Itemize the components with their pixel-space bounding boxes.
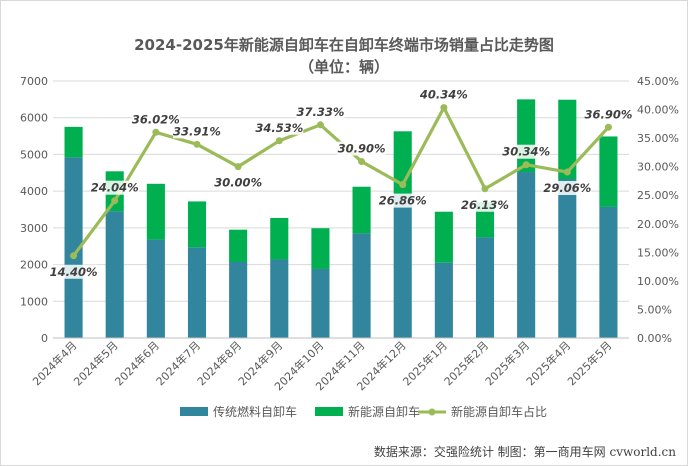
chart-subtitle: （单位：辆） [299,58,389,76]
bar-new-energy [599,136,618,207]
ratio-label-bg [173,124,221,139]
ratio-label-bg [419,87,468,102]
bar-traditional [187,247,207,338]
data-labels: 14.40% 24.04% 36.02%33.91% 30.00% 34.53% 37.3… [49,87,633,279]
chart-title: 2024-2025年新能源自卸车在自卸车终端市场销量占比走势图 [134,36,554,54]
ratio-label: 24.04% [91,181,139,195]
y2-tick-label: 35.00% [637,132,679,145]
ratio-point [399,181,407,189]
legend-swatch-marker [428,408,436,416]
bar-new-energy [187,201,207,248]
bar-new-energy [517,99,536,173]
ratio-label-bg [584,107,633,122]
ratio-label-bg [502,144,551,159]
ratio-label-bg [461,197,509,212]
legend-swatch [180,407,208,416]
bar-traditional [270,259,289,338]
bar-traditional [105,211,124,338]
ratio-label-bg [378,193,427,208]
ratio-point [275,137,283,145]
bar-new-energy [270,217,289,260]
y-tick-label: 6000 [20,112,48,125]
ratio-label: 34.53% [255,121,303,135]
y-tick-label: 2000 [20,259,48,272]
ratio-point [70,252,78,260]
ratio-point [358,158,366,166]
ratio-point [193,140,201,148]
y2-tick-label: 45.00% [637,75,679,88]
ratio-label: 30.90% [338,142,386,156]
y2-tick-label: 15.00% [637,246,679,259]
ratio-label: 36.90% [584,107,632,121]
bar-new-energy [434,211,453,263]
bar-new-energy [558,99,577,180]
ratio-point [152,128,160,136]
y2-tick-label: 10.00% [637,275,679,288]
y-tick-label: 5000 [20,148,48,161]
ratio-label: 29.06% [543,181,591,195]
legend: 传统燃料自卸车 新能源自卸车 新能源自卸车占比 [180,404,547,419]
ratio-point [440,104,448,112]
y-tick-label: 1000 [20,295,48,308]
y2-tick-label: 40.00% [637,104,679,117]
ratio-label: 30.00% [214,176,262,190]
ratio-point [563,168,571,176]
y2-tick-label: 30.00% [637,161,679,174]
ratio-label: 30.34% [502,145,550,159]
ratio-label-bg [255,120,304,135]
y-tick-label: 7000 [20,75,48,88]
y-tick-label: 3000 [20,222,48,235]
bar-traditional [475,237,495,338]
y2-tick-label: 20.00% [637,218,679,231]
bar-new-energy [352,186,371,234]
ratio-label: 36.02% [132,112,180,126]
bar-new-energy [229,229,248,263]
ratio-label-bg [214,175,263,190]
ratio-label-bg [543,181,592,196]
source-note: 数据来源：交强险统计 制图：第一商用车网 cvworld.cn [374,444,676,459]
bar-traditional [393,194,412,338]
y-tick-label: 0 [41,332,48,345]
bar-traditional [229,262,248,338]
ratio-point [316,121,324,129]
legend-label: 新能源自卸车占比 [451,404,547,419]
ratio-label-bg [49,264,98,279]
ratio-point [604,123,612,131]
bar-traditional [352,233,371,338]
bar-new-energy [311,228,330,269]
ratio-label: 33.91% [173,124,221,138]
y2-tick-label: 0.00% [637,332,672,345]
bar-new-energy [146,183,165,240]
legend-label: 新能源自卸车 [348,404,420,419]
ratio-label-bg [296,104,345,119]
legend-swatch [315,407,343,416]
ratio-label-bg [131,112,180,127]
ratio-point [522,161,530,169]
y2-tick-label: 5.00% [637,303,672,316]
bar-traditional [599,206,618,338]
ratio-label: 40.34% [419,88,468,102]
ratio-label-bg [90,180,139,195]
bar-new-energy [64,126,83,158]
bar-traditional [517,172,536,338]
y-tick-label: 4000 [20,185,48,198]
ratio-label: 14.40% [50,265,98,279]
ratio-label: 26.86% [379,194,427,208]
bar-traditional [311,268,330,338]
bar-traditional [434,262,453,338]
bar-traditional [64,157,83,338]
bars [64,99,618,338]
y2-tick-label: 25.00% [637,189,679,202]
ratio-point [481,185,489,193]
legend-label: 传统燃料自卸车 [213,404,297,419]
ratio-point [111,197,119,205]
ratio-label-bg [337,141,386,156]
bar-traditional [558,179,577,338]
ratio-label: 26.13% [461,198,509,212]
bar-traditional [146,239,165,338]
ratio-label: 37.33% [296,105,344,119]
ratio-point [234,163,242,171]
